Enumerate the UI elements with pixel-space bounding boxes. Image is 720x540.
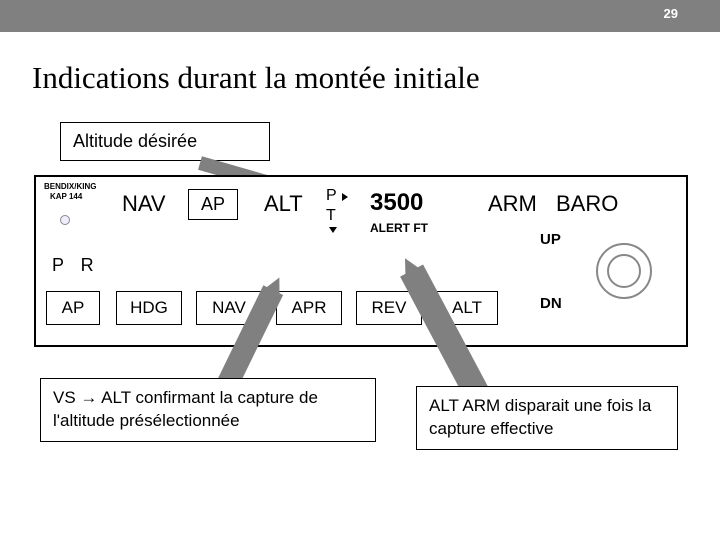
- disp-alert-ft: ALERT FT: [370, 221, 428, 235]
- brand-line2: KAP 144: [44, 192, 82, 201]
- button-apr[interactable]: APR: [276, 291, 342, 325]
- page-number: 29: [664, 6, 678, 21]
- page-title: Indications durant la montée initiale: [32, 60, 480, 96]
- baro-knob[interactable]: [596, 243, 652, 299]
- indicator-p-tri: [342, 193, 348, 201]
- indicator-p: P: [326, 187, 337, 205]
- indicator-t: T: [326, 207, 336, 225]
- led-indicator: [60, 215, 70, 225]
- label-pr: P R: [52, 255, 100, 276]
- autopilot-panel: BENDIX/KING KAP 144 NAV AP ALT P T 3500 …: [34, 175, 688, 347]
- topbar: 29: [0, 0, 720, 32]
- disp-alt: ALT: [264, 191, 303, 217]
- button-hdg[interactable]: HDG: [116, 291, 182, 325]
- callout-altitude: Altitude désirée: [60, 122, 270, 161]
- baro-knob-inner: [607, 254, 641, 288]
- callout-altarm: ALT ARM disparait une fois la capture ef…: [416, 386, 678, 450]
- brand-line1: BENDIX/KING: [44, 182, 96, 191]
- label-dn: DN: [540, 295, 562, 312]
- brand-label: BENDIX/KING KAP 144: [44, 182, 96, 201]
- disp-ap-box: AP: [188, 189, 238, 220]
- disp-altitude-value: 3500: [370, 189, 423, 217]
- disp-nav: NAV: [122, 191, 166, 217]
- callout-vsalt: VS → ALT confirmant la capture de l'alti…: [40, 378, 376, 442]
- label-up: UP: [540, 231, 561, 248]
- disp-baro: BARO: [556, 191, 618, 217]
- indicator-t-tri: [329, 227, 337, 233]
- button-ap[interactable]: AP: [46, 291, 100, 325]
- disp-arm: ARM: [488, 191, 537, 217]
